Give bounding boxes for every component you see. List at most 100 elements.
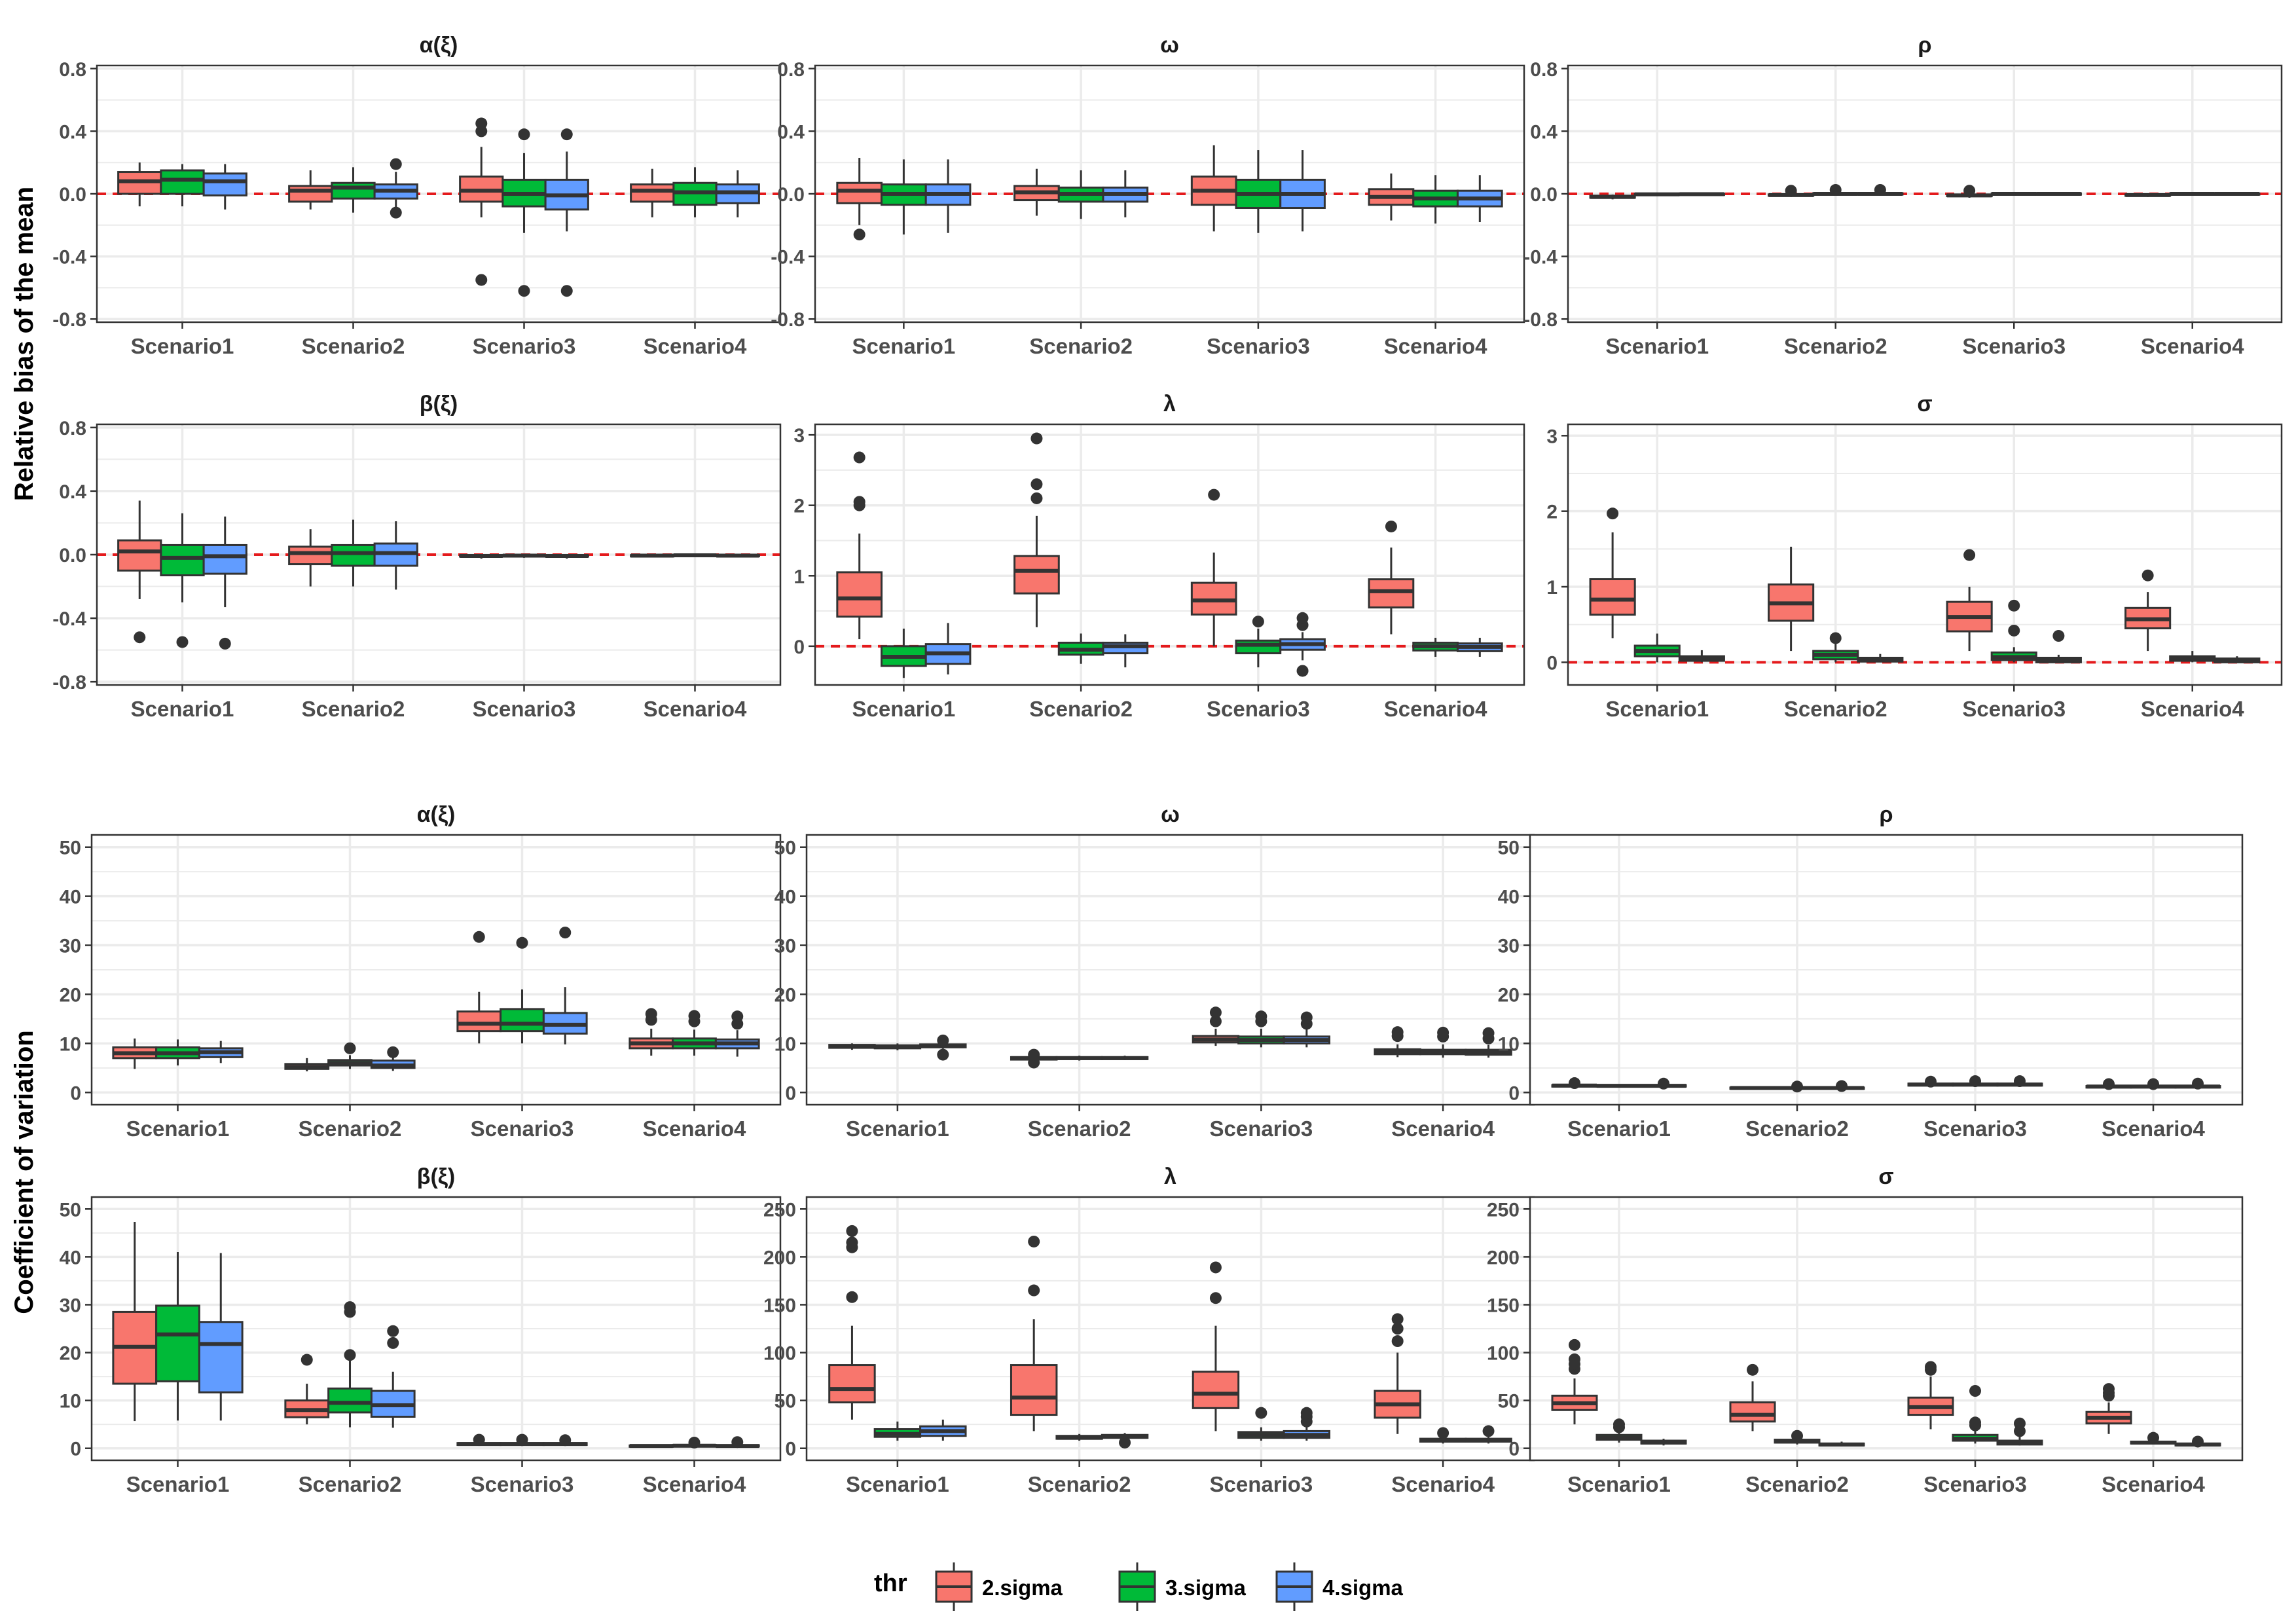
outlier-point <box>1028 1235 1040 1247</box>
box-4.sigma-Scenario2 <box>1857 184 1904 196</box>
box-2.sigma-Scenario3 <box>1190 489 1237 646</box>
outlier-point <box>387 1337 399 1349</box>
box-2.sigma-Scenario4 <box>630 168 675 217</box>
panel-bottom-5: λ 0 50 100 150 200 250 Scenario1 Scenario2 Scenar… <box>763 1164 1535 1496</box>
box-3.sigma-Scenario3 <box>1990 192 2037 196</box>
box-3.sigma-Scenario3 <box>1237 1010 1285 1048</box>
panel-border <box>1529 1196 2244 1462</box>
outlier-point <box>853 451 866 464</box>
box-4.sigma-Scenario3 <box>1279 150 1326 232</box>
group-label-bottom: Coefficient of variation <box>10 1030 39 1314</box>
box-3.sigma-Scenario3 <box>500 936 545 1044</box>
box-4.sigma-Scenario2 <box>1857 654 1904 663</box>
box-3.sigma-Scenario1 <box>881 628 927 678</box>
box-3.sigma-Scenario1 <box>1595 1084 1643 1088</box>
y-tick-label: 150 <box>763 1295 796 1316</box>
box-2.sigma-Scenario3 <box>1907 1361 1954 1430</box>
x-tick-label: Scenario2 <box>1028 1116 1131 1141</box>
box-3.sigma-Scenario2 <box>1055 1433 1103 1441</box>
panel-title: ρ <box>1918 33 1931 58</box>
x-tick-label: Scenario4 <box>1391 1472 1495 1496</box>
x-tick-label: Scenario1 <box>126 1472 230 1496</box>
outlier-point <box>2192 1435 2204 1448</box>
box-2.sigma-Scenario4 <box>1368 520 1415 635</box>
box-3.sigma-Scenario3 <box>501 128 547 297</box>
box-3.sigma-Scenario3 <box>1237 1407 1285 1441</box>
x-tick-label: Scenario2 <box>1784 334 1887 358</box>
box-3.sigma-Scenario2 <box>1057 633 1104 664</box>
x-tick-label: Scenario2 <box>1784 697 1887 721</box>
box-3.sigma-Scenario4 <box>2130 1431 2177 1445</box>
box-4.sigma-Scenario2 <box>1101 1056 1149 1060</box>
box-4.sigma-Scenario3 <box>1283 1407 1331 1441</box>
outlier-point <box>2192 1077 2204 1090</box>
x-tick-label: Scenario2 <box>1029 334 1133 358</box>
box-2.sigma-Scenario2 <box>1729 1086 1776 1090</box>
panels-container: α(ξ) -0.8 -0.4 0.0 0.4 0.8 Scenario1 Scenario2 S… <box>52 33 2283 1496</box>
panel-background <box>1568 424 2282 685</box>
box-2.sigma-Scenario1 <box>1589 194 1636 200</box>
y-tick-label: -0.4 <box>52 608 86 630</box>
box-2.sigma-Scenario2 <box>1013 432 1060 627</box>
outlier-point <box>846 1225 858 1237</box>
y-tick-label: 2 <box>1546 502 1558 523</box>
box-2.sigma-Scenario1 <box>117 500 162 644</box>
x-tick-label: Scenario2 <box>299 1116 402 1141</box>
outlier-point <box>1030 478 1043 490</box>
y-tick-label: 1 <box>793 566 805 587</box>
box-4.sigma-Scenario4 <box>1456 637 1503 657</box>
panel-background <box>815 424 1524 685</box>
box-4.sigma-Scenario4 <box>714 1010 760 1057</box>
box-iqr <box>331 181 376 200</box>
box-2.sigma-Scenario3 <box>456 1433 502 1447</box>
box-4.sigma-Scenario2 <box>373 521 418 590</box>
outlier-point <box>560 285 573 297</box>
outlier-point <box>1437 1427 1449 1439</box>
box-2.sigma-Scenario3 <box>456 931 502 1044</box>
box-iqr <box>198 1321 244 1393</box>
box-2.sigma-Scenario3 <box>1946 549 1993 652</box>
outlier-point <box>516 936 528 949</box>
y-tick-label: 10 <box>60 1391 81 1412</box>
outlier-point <box>1385 520 1397 532</box>
outlier-point <box>1607 507 1619 520</box>
box-4.sigma-Scenario1 <box>919 1034 967 1061</box>
y-tick-label: 50 <box>1498 838 1520 859</box>
outlier-point <box>2008 624 2020 637</box>
x-tick-label: Scenario3 <box>471 1472 574 1496</box>
x-tick-label: Scenario3 <box>1207 334 1310 358</box>
panel-bottom-2: ω 0 10 20 30 40 50 Scenario1 Scenario2 Scenario3 S… <box>774 802 1535 1141</box>
outlier-point <box>688 1010 701 1022</box>
outlier-point <box>2052 630 2065 642</box>
y-tick-label: 10 <box>1498 1033 1520 1055</box>
y-tick-label: 200 <box>763 1247 796 1268</box>
outlier-point <box>518 128 530 141</box>
box-4.sigma-Scenario2 <box>370 1046 416 1071</box>
x-tick-label: Scenario4 <box>2102 1116 2205 1141</box>
outlier-point <box>1391 1026 1404 1039</box>
x-tick-label: Scenario3 <box>1210 1116 1313 1141</box>
outlier-point <box>731 1010 744 1023</box>
x-tick-label: Scenario4 <box>1384 697 1487 721</box>
outlier-point <box>219 637 231 650</box>
y-tick-label: -0.4 <box>771 247 805 268</box>
box-4.sigma-Scenario1 <box>924 623 972 674</box>
outlier-point <box>1255 1010 1267 1023</box>
legend-key-2.sigma: 2.sigma <box>935 1562 1063 1611</box>
x-tick-label: Scenario4 <box>2102 1472 2205 1496</box>
outlier-point <box>853 496 866 508</box>
outlier-point <box>2008 599 2020 612</box>
x-tick-label: Scenario1 <box>1605 334 1709 358</box>
panel-border <box>1529 834 2244 1106</box>
y-tick-label: 20 <box>774 984 796 1006</box>
box-3.sigma-Scenario4 <box>1419 1427 1467 1444</box>
outlier-point <box>516 1433 528 1446</box>
panel-top-3: ρ -0.8 -0.4 0.0 0.4 0.8 Scenario1 Scenario2 Scen… <box>1523 33 2283 358</box>
box-3.sigma-Scenario1 <box>155 1252 200 1421</box>
y-tick-label: -0.8 <box>1523 309 1558 331</box>
y-tick-label: 30 <box>60 936 81 957</box>
panel-title: λ <box>1164 1164 1176 1189</box>
legend-keys: 2.sigma 3.sigma 4.sigma <box>935 1562 1404 1611</box>
outlier-point <box>1208 489 1220 501</box>
box-4.sigma-Scenario4 <box>715 170 760 217</box>
